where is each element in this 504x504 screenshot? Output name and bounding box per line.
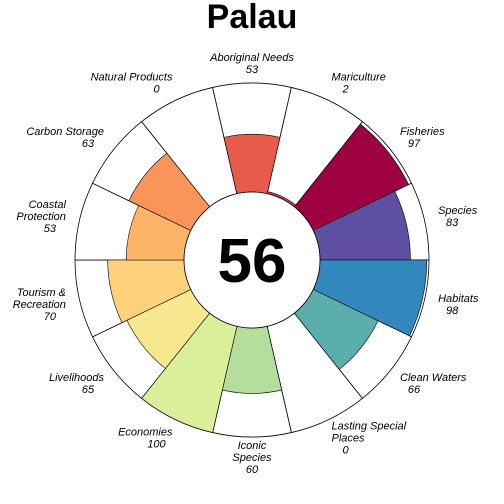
petal-label: Tourism & Recreation 70 (13, 287, 66, 323)
petal-label: Lasting Special Places 0 (332, 421, 407, 457)
petal-label: Carbon Storage 63 (26, 126, 104, 150)
petal-label: Species 83 (438, 205, 478, 229)
petal-label: Economies 100 (118, 427, 173, 451)
petal-label: Iconic Species 60 (232, 440, 272, 476)
petal-label: Fisheries 97 (400, 126, 445, 150)
petal-label: Livelihoods 65 (49, 372, 105, 396)
petal-label: Natural Products 0 (91, 72, 173, 96)
petal-label: Mariculture 2 (332, 72, 386, 96)
petal-label: Habitats 98 (438, 293, 479, 317)
petal-label: Aboriginal Needs 53 (209, 52, 294, 76)
petal-label: Coastal Protection 53 (16, 199, 66, 235)
overall-score: 56 (218, 227, 287, 296)
petal-label: Clean Waters 66 (400, 372, 467, 396)
